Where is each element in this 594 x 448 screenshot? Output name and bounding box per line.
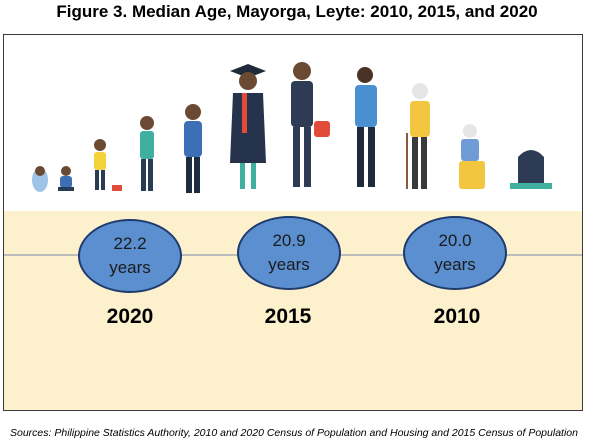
median-age-value-2010: 20.0 [438, 231, 472, 250]
tombstone-icon [510, 150, 552, 189]
teen-figure [184, 104, 202, 193]
life-stages-illustration [32, 62, 552, 193]
year-label-2020: 2020 [106, 305, 154, 328]
median-age-value-2020: 22.2 [113, 234, 147, 253]
businessman-figure [291, 62, 330, 187]
wheelchair-figure [459, 124, 485, 189]
median-age-bubble-2015: 20.9 years [237, 216, 341, 290]
toddler-figure [58, 166, 74, 191]
year-label-2010: 2010 [433, 305, 481, 328]
year-label-2015: 2015 [264, 305, 312, 328]
unit-label-2015: years [268, 255, 310, 274]
elderly-man-figure [406, 83, 430, 189]
figure-title: Figure 3. Median Age, Mayorga, Leyte: 20… [56, 2, 538, 21]
adult-figure [355, 67, 377, 187]
kid-figure [140, 116, 154, 191]
median-age-bubble-2020: 22.2 years [78, 219, 182, 293]
baby-figure [32, 166, 48, 192]
child-figure [94, 139, 122, 191]
graduate-figure [230, 64, 266, 189]
unit-label-2010: years [434, 255, 476, 274]
unit-label-2020: years [109, 258, 151, 277]
median-age-value-2015: 20.9 [272, 231, 306, 250]
infographic-frame: 22.2 years 20.9 years 20.0 years 2020 20… [3, 34, 583, 411]
source-note: Sources: Philippine Statistics Authority… [10, 427, 578, 439]
median-age-bubble-2010: 20.0 years [403, 216, 507, 290]
